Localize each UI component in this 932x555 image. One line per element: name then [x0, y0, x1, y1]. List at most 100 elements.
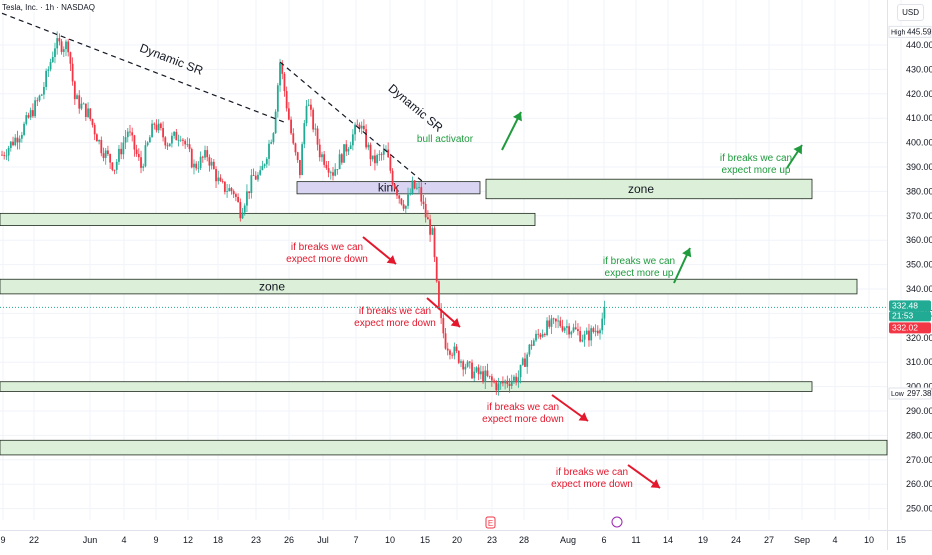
- annotation-arrowhead: [682, 248, 692, 258]
- x-tick-label: 19: [698, 535, 708, 545]
- candle-body: [424, 203, 427, 218]
- candle-body: [18, 138, 21, 143]
- candle-body: [468, 361, 471, 363]
- candle-body: [248, 191, 251, 194]
- candle-body: [25, 115, 28, 124]
- y-tick-label: 430.00: [906, 64, 932, 74]
- candle-body: [351, 134, 354, 146]
- candle-body: [146, 142, 149, 146]
- candle-body: [109, 154, 112, 163]
- zone-box: [485, 178, 813, 200]
- candle-body: [257, 174, 259, 180]
- high-marker-bg: [888, 25, 932, 38]
- earnings-event-label: E: [488, 519, 493, 528]
- candle-body: [265, 158, 268, 165]
- candle-body: [65, 41, 67, 50]
- candle-body: [140, 157, 142, 168]
- annotation-text: if breaks we can: [291, 242, 363, 253]
- candle-body: [120, 148, 123, 155]
- earnings-event-icon[interactable]: [485, 516, 496, 529]
- candle-body: [89, 108, 92, 120]
- annotation-text: if breaks we can: [487, 402, 559, 413]
- candle-body: [561, 326, 564, 331]
- candle-body: [80, 103, 83, 109]
- candle-body: [374, 155, 376, 164]
- candle-body: [391, 170, 394, 185]
- split-event-icon[interactable]: [611, 516, 623, 528]
- y-tick-label: 410.00: [906, 113, 932, 123]
- x-tick-label: 22: [29, 535, 39, 545]
- candle-body: [473, 371, 476, 379]
- low-marker-bg: [888, 387, 932, 400]
- annotation-text: if breaks we can: [359, 306, 431, 317]
- candle-body: [338, 154, 341, 170]
- currency-button[interactable]: USD: [897, 4, 924, 21]
- candle-body: [58, 38, 61, 42]
- candle-body: [281, 62, 284, 74]
- candle-body: [268, 143, 270, 159]
- candle-body: [16, 137, 19, 143]
- candle-body: [570, 331, 573, 335]
- y-tick-label: 310.00: [906, 357, 932, 367]
- candle-body: [20, 134, 23, 139]
- candle-body: [387, 149, 390, 158]
- candle-body: [133, 135, 136, 150]
- candle-body: [594, 330, 597, 332]
- candle-body: [232, 191, 235, 195]
- x-tick-label: 15: [896, 535, 906, 545]
- candle-body: [60, 41, 63, 52]
- candle-body: [292, 133, 295, 144]
- candle-body: [345, 144, 348, 152]
- zone-box: [296, 181, 481, 195]
- candle-body: [54, 48, 56, 57]
- candle-body: [261, 165, 264, 171]
- candle-body: [517, 377, 520, 383]
- candle-body: [438, 281, 440, 310]
- candle-body: [572, 327, 575, 332]
- candle-body: [159, 123, 162, 129]
- candle-body: [389, 157, 392, 171]
- x-tick-label: 7: [353, 535, 358, 545]
- countdown-badge-bg: [889, 311, 931, 322]
- candle-body: [548, 320, 551, 327]
- candle-body: [369, 144, 372, 160]
- candle-body: [131, 132, 134, 136]
- candle-body: [305, 105, 308, 124]
- candle-body: [182, 139, 184, 141]
- y-tick-label: 290.00: [906, 406, 932, 416]
- candle-body: [393, 184, 396, 189]
- candle-body: [36, 100, 39, 102]
- candle-body: [535, 333, 537, 341]
- y-tick-label: 320.00: [906, 333, 932, 343]
- candle-body: [579, 331, 582, 342]
- low-value: 297.38: [907, 389, 932, 398]
- candle-body: [12, 141, 14, 146]
- annotation-text: if breaks we can: [556, 467, 628, 478]
- candle-body: [347, 148, 350, 152]
- y-tick-label: 300.00: [906, 382, 932, 392]
- candle-body: [212, 161, 215, 170]
- candle-body: [429, 219, 431, 235]
- candle-body: [334, 169, 337, 176]
- candle-body: [568, 326, 571, 335]
- x-tick-label: 10: [864, 535, 874, 545]
- candle-body: [532, 340, 535, 346]
- candle-body: [321, 154, 323, 158]
- zone-box: [0, 381, 813, 392]
- candle-body: [29, 110, 32, 118]
- candle-body: [56, 38, 59, 49]
- y-tick-label: 350.00: [906, 260, 932, 270]
- candle-body: [349, 145, 352, 149]
- candle-body: [515, 376, 518, 383]
- candle-body: [301, 144, 304, 176]
- candle-body: [285, 91, 288, 109]
- x-tick-label: 27: [764, 535, 774, 545]
- candle-body: [340, 154, 343, 163]
- annotation-arrowhead: [512, 112, 522, 122]
- candle-body: [237, 196, 240, 203]
- x-tick-label: 28: [519, 535, 529, 545]
- candle-body: [418, 187, 420, 188]
- candle-body: [287, 108, 290, 120]
